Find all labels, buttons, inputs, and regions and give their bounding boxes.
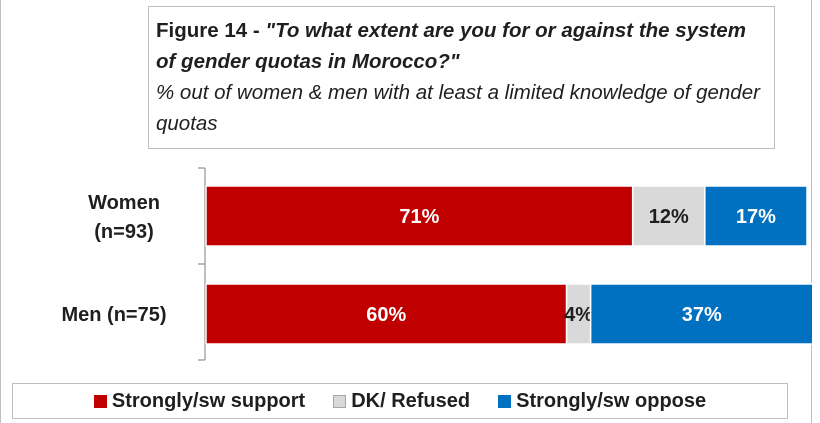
legend: Strongly/sw support DK/ Refused Strongly/s… [12, 383, 788, 419]
bar-2-0 [704, 185, 808, 247]
bar-1-0 [631, 185, 706, 247]
data-label-1-0: 12% [649, 206, 689, 228]
legend-item-2: Strongly/sw oppose [498, 390, 706, 413]
bar-0-1 [205, 283, 568, 345]
data-label-2-1: 37% [682, 304, 722, 326]
bar-2-1 [589, 283, 812, 345]
chart-title-prefix: Figure 14 - [156, 19, 266, 42]
legend-label-0: Strongly/sw support [111, 389, 306, 412]
legend-swatch-0 [93, 394, 107, 408]
chart-subtitle: % out of women & men with at least a lim… [156, 81, 760, 135]
chart-title-question: "To what extent are you for or against t… [156, 19, 746, 73]
title-box: Figure 14 - "To what extent are you for … [148, 6, 775, 149]
data-label-2-0: 17% [736, 206, 776, 228]
bar-0-0 [205, 185, 634, 247]
category-label-1: Men (n=75) [61, 304, 166, 326]
data-label-0-0: 71% [399, 206, 439, 228]
bar-chart: Women (n=93) 71% 12% 17% Men (n=75) 60% 4% 37% [61, 167, 812, 361]
legend-label-2: Strongly/sw oppose [516, 389, 707, 412]
legend-swatch-1 [333, 394, 347, 408]
legend-item-0: Strongly/sw support [93, 389, 306, 413]
bar-1-1 [565, 283, 592, 345]
legend-item-1: DK/ Refused [333, 390, 470, 413]
data-label-0-1: 60% [366, 304, 406, 326]
data-label-1-1: 4% [564, 304, 593, 326]
legend-swatch-2 [498, 394, 512, 408]
category-label-0: Women (n=93) [88, 192, 160, 243]
legend-label-1: DK/ Refused [351, 389, 471, 412]
